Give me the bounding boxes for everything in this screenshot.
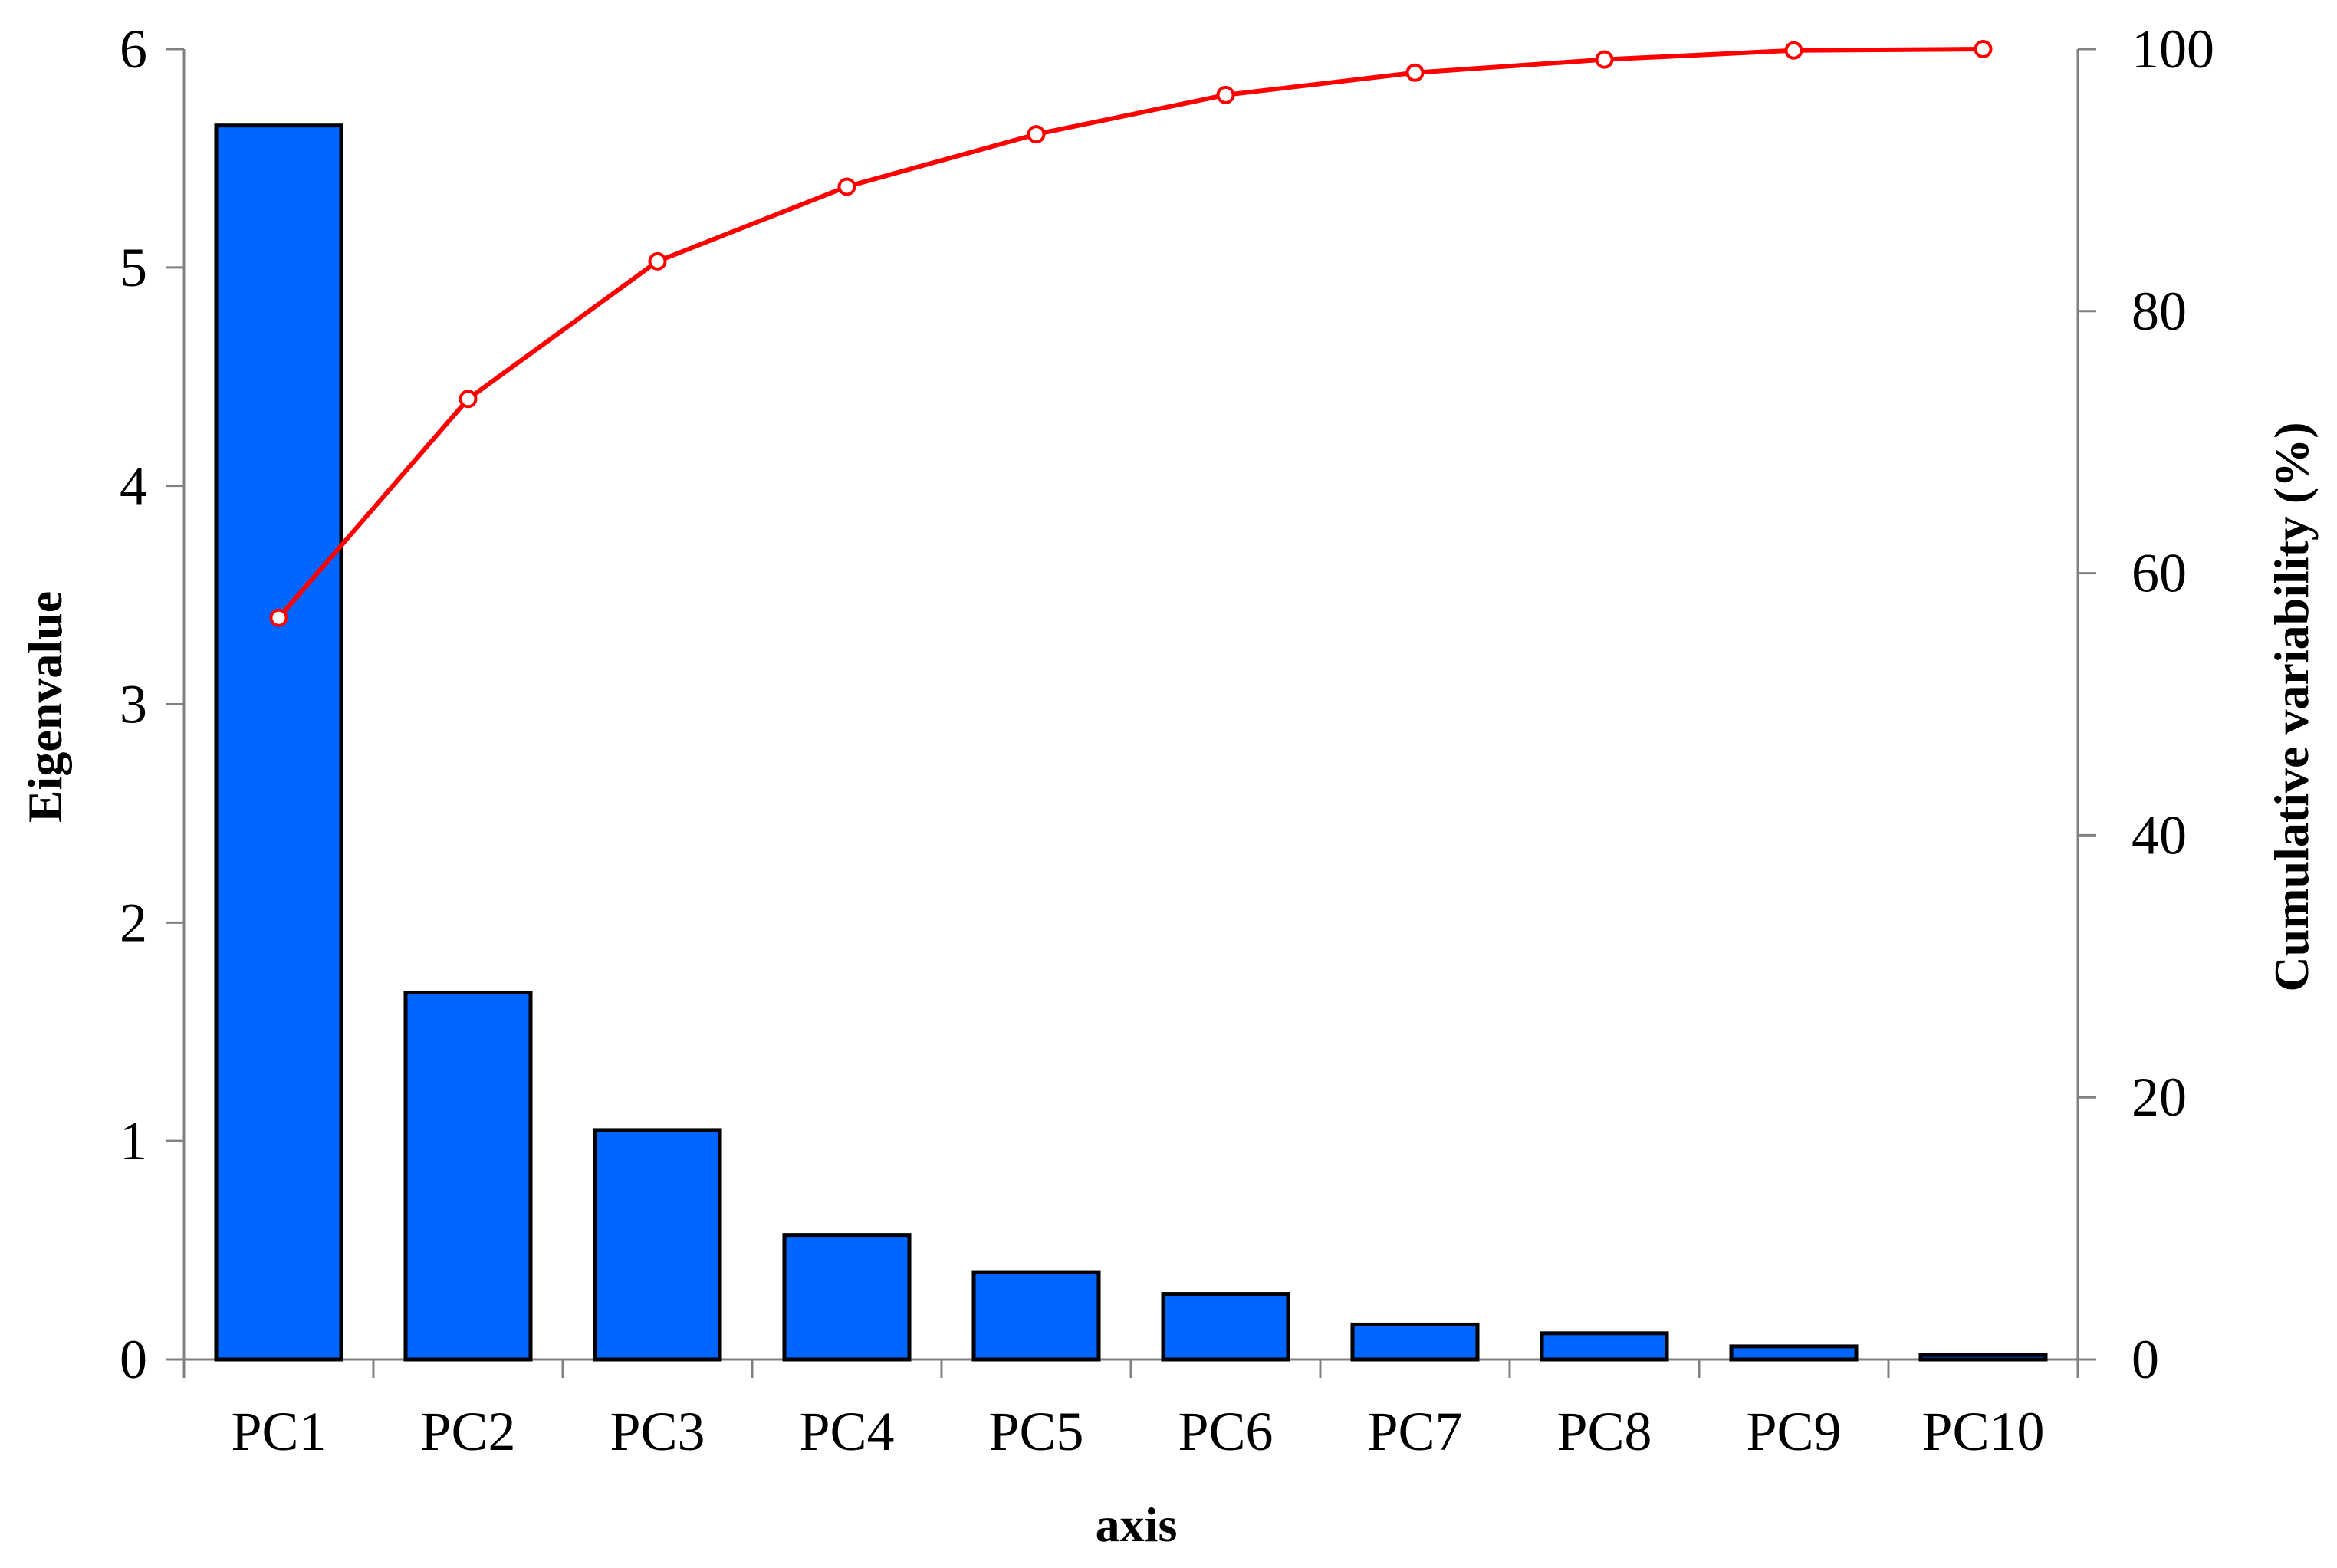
line-series-group xyxy=(269,40,1993,627)
y-tick-label-left: 0 xyxy=(120,1329,147,1390)
line-point-pc5 xyxy=(1027,125,1046,144)
y-tick-label-right: 60 xyxy=(2132,543,2187,604)
x-tick-label: PC7 xyxy=(1367,1401,1462,1462)
bar-pc8 xyxy=(1540,1331,1669,1362)
x-tick-label: PC6 xyxy=(1178,1401,1273,1462)
x-tick-label: PC5 xyxy=(988,1401,1083,1462)
line-point-pc3 xyxy=(648,251,667,271)
line-point-pc6 xyxy=(1216,85,1235,104)
y-tick-label-right: 40 xyxy=(2132,804,2187,866)
bar-pc9 xyxy=(1729,1344,1859,1362)
x-tick-label: PC9 xyxy=(1746,1401,1841,1462)
y-tick-label-left: 1 xyxy=(120,1110,147,1172)
y-tick-label-left: 3 xyxy=(120,674,147,735)
line-point-pc10 xyxy=(1974,40,1993,58)
x-tick-label: PC4 xyxy=(799,1401,894,1462)
line-point-pc2 xyxy=(459,390,478,409)
y-axis-title-left: Eigenvalue xyxy=(18,591,72,823)
line-point-pc9 xyxy=(1784,41,1803,60)
y-tick-label-left: 4 xyxy=(120,455,147,517)
bar-pc2 xyxy=(403,990,533,1362)
line-point-pc1 xyxy=(269,608,288,627)
bar-pc7 xyxy=(1350,1322,1480,1362)
x-tick-label: PC3 xyxy=(610,1401,705,1462)
bar-pc1 xyxy=(214,123,343,1362)
x-tick-label: PC8 xyxy=(1556,1401,1652,1462)
y-axis-title-right: Cumulative variability (%) xyxy=(2264,422,2319,991)
y-tick-label-left: 2 xyxy=(120,892,147,953)
bar-pc4 xyxy=(782,1233,912,1362)
line-point-pc4 xyxy=(837,177,856,196)
bar-pc3 xyxy=(593,1128,722,1362)
cumulative-line xyxy=(277,47,1984,620)
y-tick-label-left: 6 xyxy=(120,18,147,80)
y-tick-label-left: 5 xyxy=(120,237,147,298)
bar-pc6 xyxy=(1161,1292,1290,1362)
bar-pc10 xyxy=(1918,1353,2048,1362)
y-tick-label-right: 0 xyxy=(2132,1329,2159,1390)
y-tick-label-right: 20 xyxy=(2132,1067,2187,1128)
x-tick-label: PC1 xyxy=(231,1401,326,1462)
bars-group xyxy=(214,123,2048,1362)
x-tick-label: PC2 xyxy=(420,1401,515,1462)
x-axis-title: axis xyxy=(1096,1497,1178,1552)
line-point-pc7 xyxy=(1405,63,1425,82)
y-tick-label-right: 80 xyxy=(2132,281,2187,342)
bar-pc5 xyxy=(971,1270,1101,1362)
line-point-pc8 xyxy=(1595,50,1614,69)
y-tick-label-right: 100 xyxy=(2132,18,2214,80)
x-tick-label: PC10 xyxy=(1921,1401,2044,1462)
